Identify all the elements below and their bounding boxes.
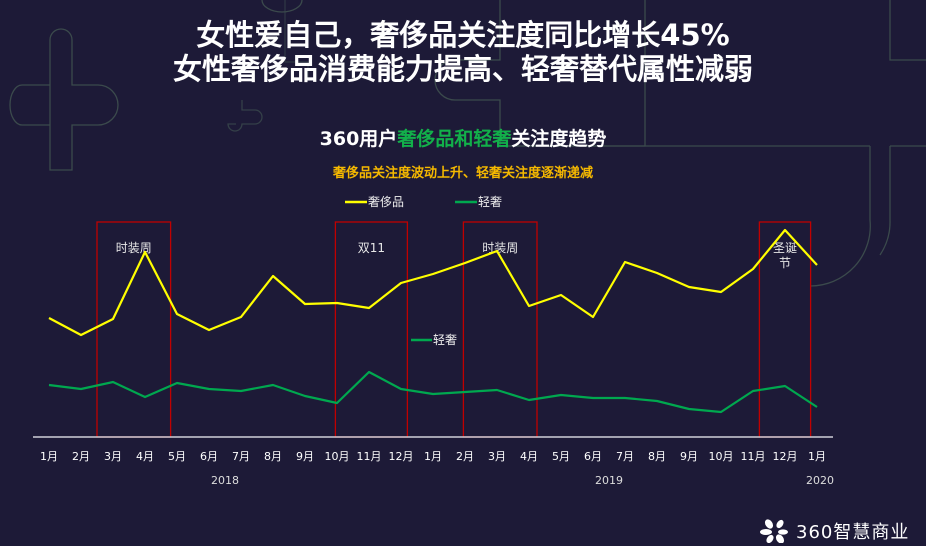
chart-title-highlight: 奢侈品和轻奢 [397,128,512,150]
annotation-label: 圣诞节 [773,241,797,270]
series-line-light-luxury [48,370,818,414]
chart-title: 360用户奢侈品和轻奢关注度趋势 [0,124,926,151]
legend-label: 轻奢 [478,195,502,209]
headline-line-2: 女性奢侈品消费能力提高、轻奢替代属性减弱 [172,52,753,86]
x-tick-label: 1月 [808,450,826,463]
inline-series-label: 轻奢 [433,333,457,347]
x-tick-label: 5月 [168,450,186,463]
logo-text: 360智慧商业 [796,522,910,543]
x-tick-label: 10月 [325,450,350,463]
chart-subtitle: 奢侈品关注度波动上升、轻奢关注度逐渐递减 [332,166,593,181]
series-line-luxury [48,228,818,337]
x-tick-label: 12月 [389,450,414,463]
x-tick-label: 9月 [296,450,314,463]
annotation-label: 时装周 [482,241,518,255]
x-tick-label: 11月 [357,450,382,463]
x-tick-label: 3月 [104,450,122,463]
logo: 360智慧商业 [760,518,909,544]
x-tick-label: 7月 [616,450,634,463]
year-label: 2018 [211,474,239,487]
annotation-label: 双11 [358,241,385,255]
year-label: 2020 [806,474,834,487]
legend-label: 奢侈品 [368,195,404,209]
x-tick-label: 1月 [424,450,442,463]
x-tick-label: 6月 [584,450,602,463]
annotation-label: 时装周 [116,241,152,255]
x-tick-label: 6月 [200,450,218,463]
chart-title-suffix: 关注度趋势 [511,128,607,150]
x-tick-label: 2月 [456,450,474,463]
x-tick-label: 12月 [773,450,798,463]
chart-title-prefix: 360用户 [319,128,398,150]
x-tick-label: 7月 [232,450,250,463]
logo-flower-icon [760,519,788,543]
year-label: 2019 [595,474,623,487]
headline-line-1: 女性爱自己，奢侈品关注度同比增长45% [196,18,730,52]
x-tick-label: 2月 [72,450,90,463]
x-tick-label: 1月 [40,450,58,463]
x-tick-label: 5月 [552,450,570,463]
x-tick-label: 11月 [741,450,766,463]
x-tick-label: 8月 [648,450,666,463]
x-tick-label: 4月 [136,450,154,463]
x-tick-label: 8月 [264,450,282,463]
x-tick-label: 9月 [680,450,698,463]
x-tick-label: 10月 [709,450,734,463]
x-tick-label: 4月 [520,450,538,463]
x-tick-label: 3月 [488,450,506,463]
